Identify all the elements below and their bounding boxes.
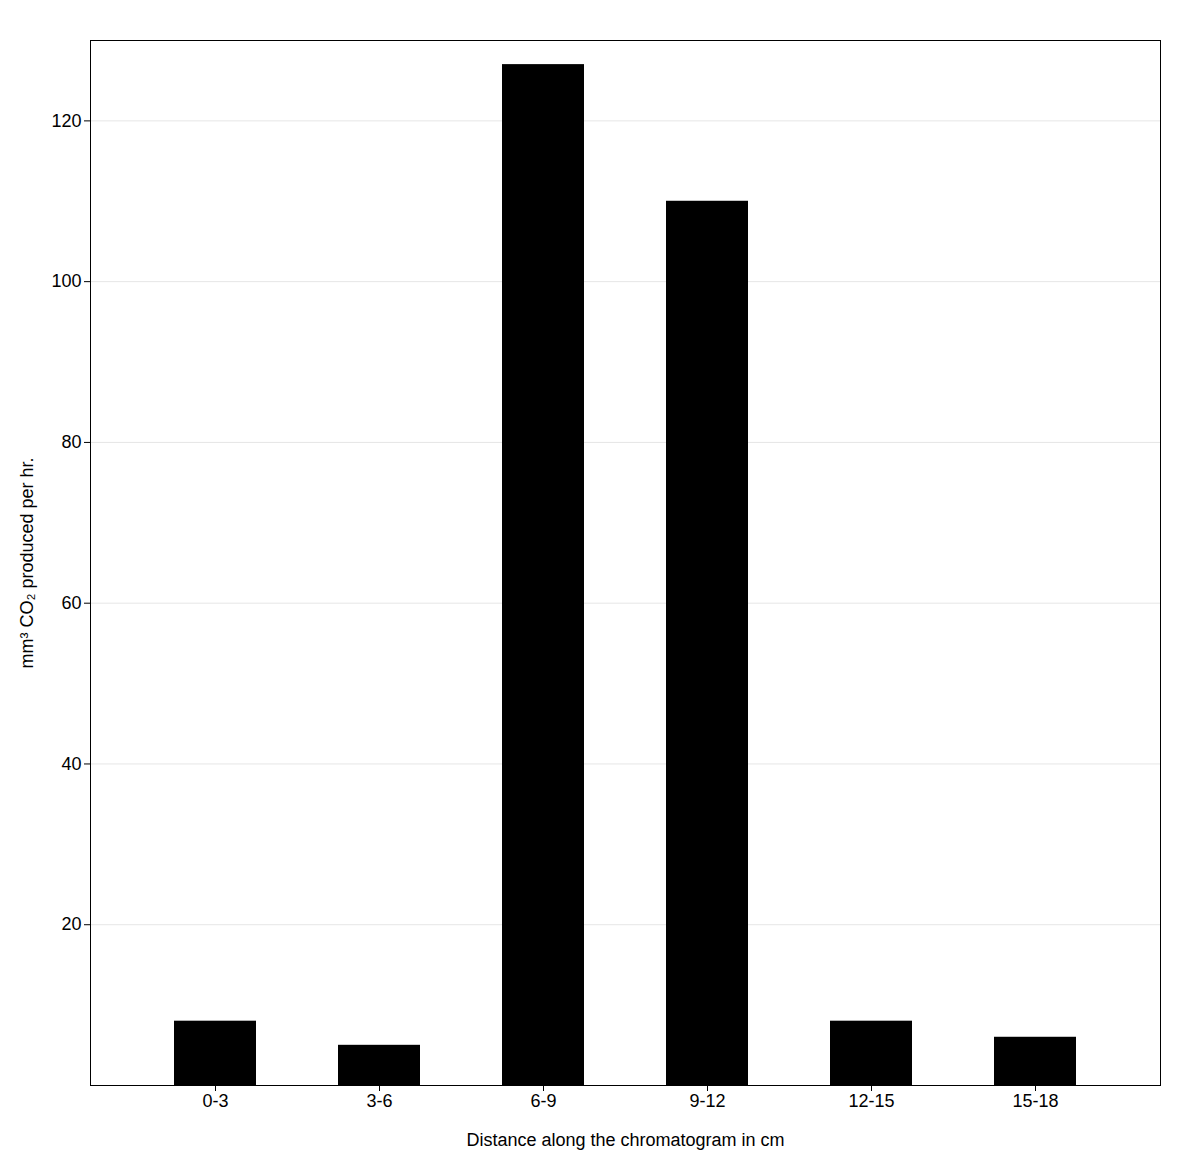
svg-text:40: 40 [61, 754, 81, 774]
svg-text:100: 100 [51, 271, 81, 291]
svg-text:0-3: 0-3 [202, 1091, 228, 1111]
svg-text:9-12: 9-12 [689, 1091, 725, 1111]
svg-text:20: 20 [61, 914, 81, 934]
svg-text:6-9: 6-9 [530, 1091, 556, 1111]
svg-text:80: 80 [61, 432, 81, 452]
svg-text:mm³ CO₂ produced per hr.: mm³ CO₂ produced per hr. [17, 457, 37, 668]
svg-text:15-18: 15-18 [1012, 1091, 1058, 1111]
svg-text:120: 120 [51, 111, 81, 131]
svg-text:12-15: 12-15 [848, 1091, 894, 1111]
svg-text:3-6: 3-6 [366, 1091, 392, 1111]
svg-text:Distance along the chromatogra: Distance along the chromatogram in cm [466, 1130, 784, 1150]
svg-text:60: 60 [61, 593, 81, 613]
